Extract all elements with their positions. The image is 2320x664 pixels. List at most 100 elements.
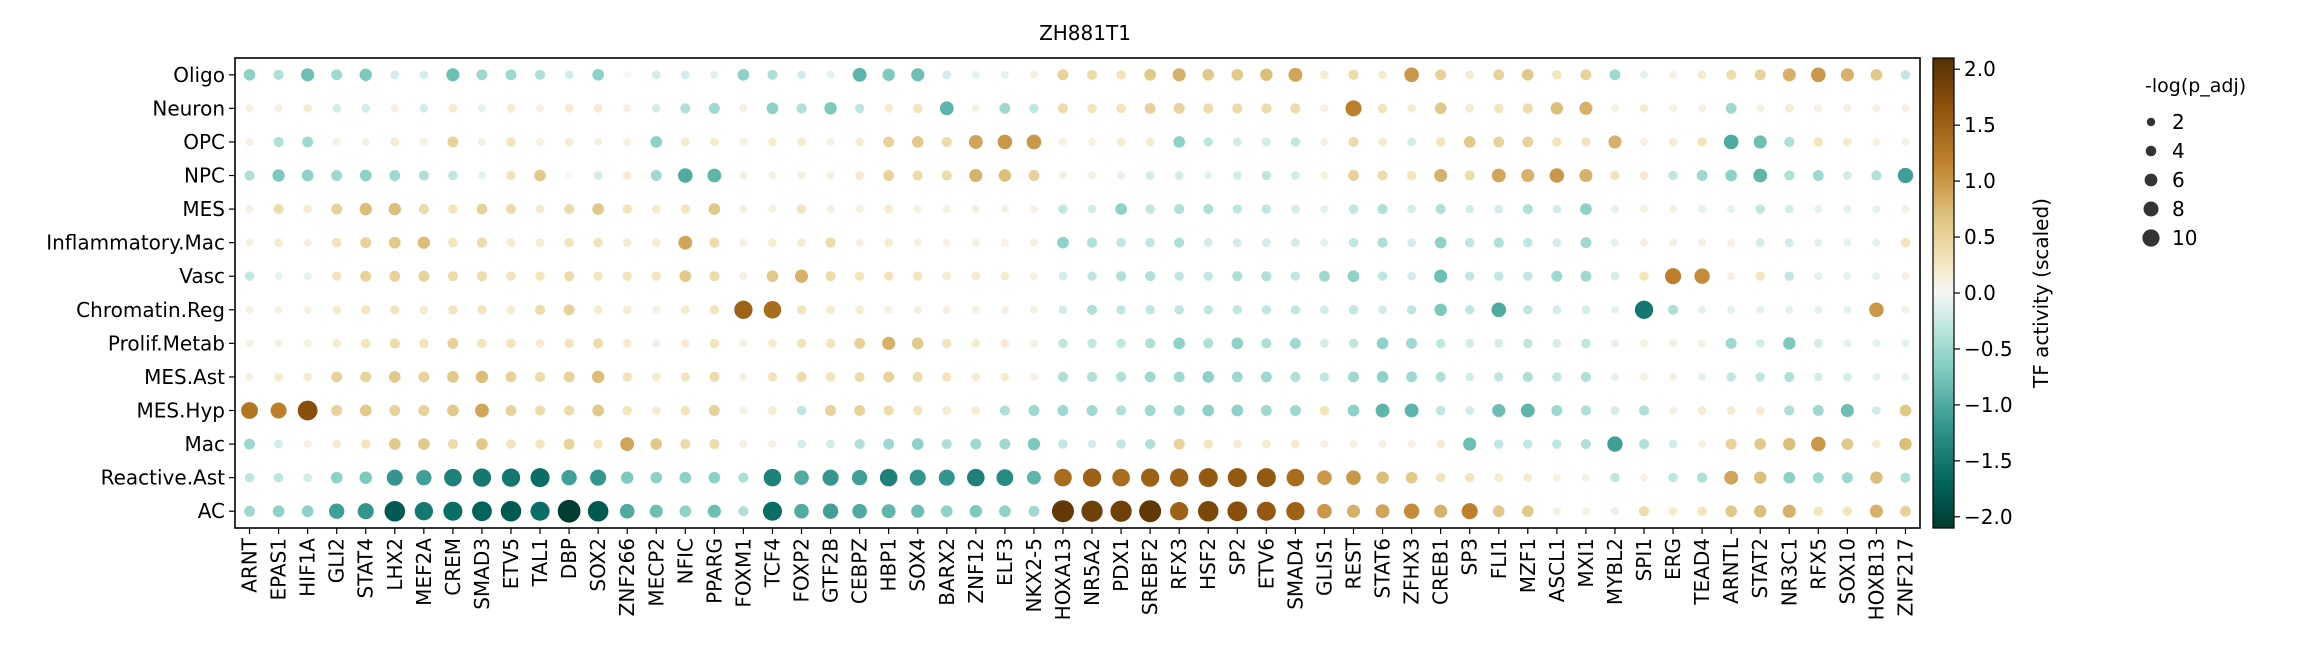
dot-OPC-NR3C1 xyxy=(1784,136,1795,148)
dot-Oligo-CREM xyxy=(446,68,460,82)
dot-Vasc-RFX5 xyxy=(1814,272,1823,281)
dot-AC-ARNTL xyxy=(1725,505,1737,518)
dot-MES-TEAD4 xyxy=(1698,205,1707,214)
dot-Oligo-FOXM1 xyxy=(737,68,750,81)
dot-Mac-TEAD4 xyxy=(1698,440,1707,449)
dot-Reactive.Ast-TAL1 xyxy=(530,468,550,488)
dot-Mac-GLIS1 xyxy=(1320,440,1329,449)
dot-Prolif.Metab-GLIS1 xyxy=(1320,339,1329,348)
row-label-OPC: OPC xyxy=(183,130,225,154)
dot-OPC-CEBPZ xyxy=(855,137,864,147)
size-legend: -log(p_adj) 2 4 6 8 10 xyxy=(2142,75,2246,250)
dot-Vasc-SOX2 xyxy=(593,271,603,281)
dot-Prolif.Metab-CREM xyxy=(447,337,459,349)
dot-Chromatin.Reg-HOXA13 xyxy=(1058,305,1068,315)
dot-Oligo-EPAS1 xyxy=(273,69,284,80)
dot-OPC-ZNF217 xyxy=(1901,137,1910,146)
dot-AC-HSF2 xyxy=(1197,500,1219,522)
dot-Chromatin.Reg-SOX4 xyxy=(913,305,922,314)
dot-Reactive.Ast-ASCL1 xyxy=(1552,473,1561,482)
dot-MES.Hyp-SREBF2 xyxy=(1144,405,1156,416)
dot-Oligo-NR3C1 xyxy=(1782,68,1796,82)
dot-Neuron-GLI2 xyxy=(332,104,342,113)
dot-Prolif.Metab-SP2 xyxy=(1231,337,1244,350)
dot-Oligo-ELF3 xyxy=(1000,70,1009,79)
dot-MES-FOXM1 xyxy=(739,205,748,214)
dot-AC-RFX5 xyxy=(1813,506,1824,516)
dot-Mac-ARNTL xyxy=(1725,438,1737,450)
dot-Oligo-SREBF2 xyxy=(1144,68,1156,81)
dot-Prolif.Metab-FLI1 xyxy=(1494,339,1504,348)
dot-OPC-SREBF2 xyxy=(1145,137,1155,147)
dot-OPC-SOX10 xyxy=(1843,137,1852,147)
colorbar-tick-label: −2.0 xyxy=(1964,505,2013,529)
dot-Chromatin.Reg-HOXB13 xyxy=(1869,302,1884,318)
dot-Inflammatory.Mac-MZF1 xyxy=(1523,237,1533,248)
dot-AC-NR5A2 xyxy=(1081,500,1103,522)
dot-MES.Ast-NR3C1 xyxy=(1784,371,1795,383)
dot-MES-MECP2 xyxy=(651,204,661,214)
dot-Prolif.Metab-RFX3 xyxy=(1173,337,1186,350)
dot-Prolif.Metab-GLI2 xyxy=(332,339,342,348)
dot-Vasc-GLI2 xyxy=(331,271,342,281)
dot-Neuron-PPARG xyxy=(708,102,720,114)
dot-Prolif.Metab-MXI1 xyxy=(1581,338,1591,349)
dot-Chromatin.Reg-SOX2 xyxy=(593,305,603,315)
dot-Mac-FLI1 xyxy=(1494,439,1504,449)
colorbar-label: TF activity (scaled) xyxy=(2029,198,2053,389)
dot-Mac-ETV6 xyxy=(1262,439,1271,449)
dot-OPC-STAT4 xyxy=(361,137,370,146)
dot-Vasc-STAT6 xyxy=(1377,271,1388,281)
dot-Prolif.Metab-NR5A2 xyxy=(1087,338,1097,349)
col-label-STAT2: STAT2 xyxy=(1748,538,1772,598)
dot-AC-ELF3 xyxy=(999,505,1011,518)
dot-NPC-SP2 xyxy=(1232,171,1242,180)
dot-NPC-ELF3 xyxy=(998,169,1012,182)
dot-MES-RFX3 xyxy=(1174,203,1185,215)
dot-Vasc-ZNF217 xyxy=(1901,272,1910,281)
dot-NPC-NKX2-5 xyxy=(1028,170,1040,181)
dot-Chromatin.Reg-ZNF12 xyxy=(971,305,980,314)
col-label-DBP: DBP xyxy=(557,538,581,579)
dot-Inflammatory.Mac-TAL1 xyxy=(535,238,545,247)
dot-NPC-ETV6 xyxy=(1261,170,1272,181)
col-label-SPI1: SPI1 xyxy=(1632,538,1656,581)
dot-Reactive.Ast-SMAD3 xyxy=(472,468,492,487)
dot-Inflammatory.Mac-CREM xyxy=(448,237,458,248)
dot-Mac-HBP1 xyxy=(883,438,895,450)
size-legend-dot xyxy=(2144,173,2158,187)
dot-AC-MECP2 xyxy=(649,504,663,518)
col-label-MYBL2: MYBL2 xyxy=(1603,538,1627,605)
dot-OPC-TCF4 xyxy=(768,137,777,147)
dot-Chromatin.Reg-TAL1 xyxy=(534,304,546,315)
dot-Reactive.Ast-SP3 xyxy=(1464,472,1475,483)
dot-NPC-REST xyxy=(1348,170,1359,181)
dot-Reactive.Ast-SMAD4 xyxy=(1286,468,1305,487)
col-label-NKX2-5: NKX2-5 xyxy=(1022,538,1046,612)
dot-Neuron-NR5A2 xyxy=(1087,103,1097,114)
col-label-CREB1: CREB1 xyxy=(1429,538,1453,605)
dot-Prolif.Metab-ETV5 xyxy=(506,338,516,349)
dot-AC-PDX1 xyxy=(1110,500,1132,522)
dot-MES.Hyp-ZNF12 xyxy=(971,406,981,415)
dot-Chromatin.Reg-STAT4 xyxy=(361,305,371,315)
dot-Neuron-GTF2B xyxy=(824,102,837,115)
dot-NPC-CEBPZ xyxy=(855,171,864,180)
dot-MES.Ast-ARNT xyxy=(245,372,254,381)
col-label-FOXM1: FOXM1 xyxy=(731,538,755,608)
colorbar-tick-label: 2.0 xyxy=(1964,57,1996,81)
dot-Reactive.Ast-TEAD4 xyxy=(1697,472,1708,483)
dot-MES.Hyp-TAL1 xyxy=(534,405,546,416)
dot-Chromatin.Reg-GLI2 xyxy=(332,305,342,315)
dot-Mac-SMAD4 xyxy=(1291,439,1300,449)
dot-Reactive.Ast-MECP2 xyxy=(650,471,663,484)
dot-Reactive.Ast-ZNF266 xyxy=(621,471,634,484)
dot-Chromatin.Reg-MZF1 xyxy=(1523,305,1533,315)
dot-Vasc-ELF3 xyxy=(1000,271,1010,281)
dot-OPC-ZFHX3 xyxy=(1407,137,1416,147)
dot-NPC-GTF2B xyxy=(826,171,835,180)
dot-Reactive.Ast-PPARG xyxy=(708,471,721,484)
dot-MES-STAT6 xyxy=(1377,203,1388,215)
dot-Neuron-ETV5 xyxy=(506,104,516,113)
dot-AC-MYBL2 xyxy=(1610,507,1619,516)
